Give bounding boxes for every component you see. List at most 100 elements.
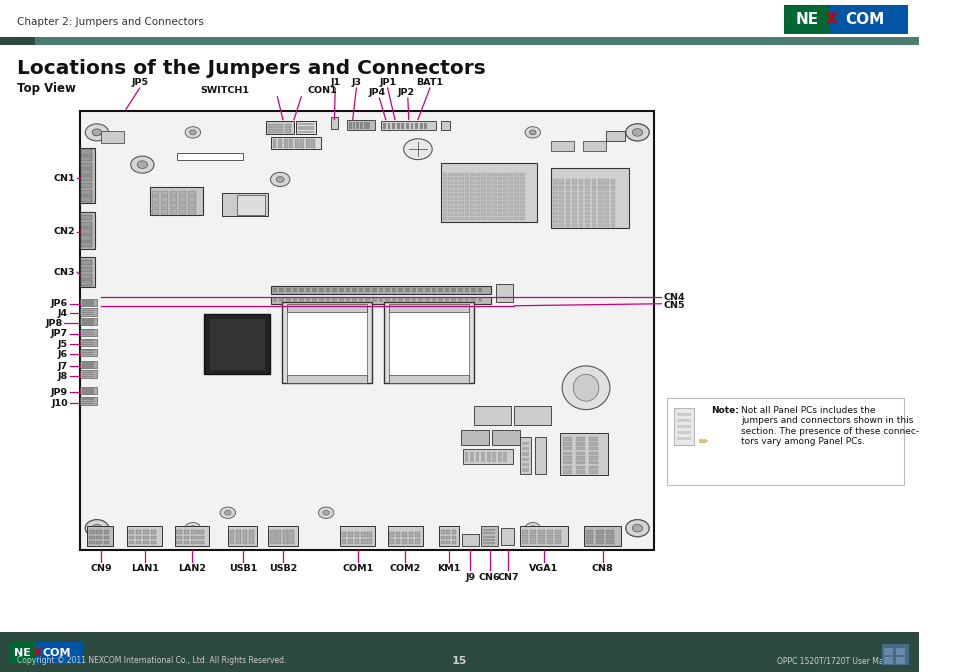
Bar [286,375,367,383]
Bar [448,181,453,184]
Bar [514,185,518,188]
Bar [415,123,417,129]
Bar [521,540,528,544]
Bar [129,541,134,544]
Bar [82,352,94,353]
Bar [584,200,589,203]
Bar [311,139,314,148]
Bar [521,452,529,456]
Bar [184,541,189,544]
Circle shape [276,177,284,182]
Bar [401,123,404,129]
Circle shape [224,510,231,515]
Bar [565,196,570,199]
Bar [519,193,524,196]
Bar [476,197,480,200]
Bar [464,201,469,204]
Bar [355,539,358,544]
Bar [492,181,497,184]
Circle shape [91,524,102,532]
Bar [276,530,281,544]
Bar [271,137,321,149]
Bar [299,298,304,302]
Bar [464,217,469,220]
Bar [584,179,589,183]
Bar [306,139,309,148]
Bar [677,431,690,434]
Bar [476,201,480,204]
Bar [464,298,469,302]
Bar [591,179,596,183]
Bar [268,129,274,133]
Bar [268,124,274,128]
Bar [572,220,577,223]
Bar [136,530,141,534]
Bar [81,242,92,247]
Text: LAN1: LAN1 [131,564,159,573]
Text: CN3: CN3 [53,267,75,277]
Bar [497,181,502,184]
Bar [470,201,475,204]
Bar [576,466,584,469]
Bar [235,530,240,544]
Bar [486,217,491,220]
Circle shape [524,127,540,138]
Bar [486,193,491,196]
Bar [503,205,507,208]
Text: CN5: CN5 [662,301,684,310]
Bar [318,288,323,292]
Text: NE: NE [795,12,818,28]
Bar [204,314,270,374]
Bar [325,298,330,302]
Bar [81,163,92,168]
Bar [521,463,529,466]
Bar [562,452,572,455]
Bar [82,330,94,331]
Bar [297,126,314,128]
Text: COM1: COM1 [342,564,374,573]
Bar [503,209,507,212]
Bar [279,298,284,302]
Bar [358,288,363,292]
Bar [558,204,563,207]
Bar [294,139,298,148]
Bar [143,536,149,539]
Bar [80,361,97,368]
Bar [519,173,524,176]
Bar [80,397,97,405]
Circle shape [318,507,334,518]
Bar [477,288,482,292]
Bar [81,274,92,279]
Bar [596,540,603,544]
Bar [584,224,589,227]
Text: J10: J10 [51,398,68,408]
Bar [464,288,469,292]
Bar [345,288,350,292]
Bar [388,307,469,380]
Bar [470,217,475,220]
Circle shape [625,124,648,141]
Bar [503,217,507,220]
Bar [555,530,560,534]
Text: USB1: USB1 [229,564,257,573]
Bar [80,387,97,394]
Bar [96,541,102,544]
Bar [392,288,396,292]
Bar [440,163,537,222]
Bar [598,187,602,191]
Text: CON1: CON1 [308,87,337,95]
Bar [481,189,485,192]
Bar [268,526,297,546]
Bar [293,288,297,292]
Bar [576,437,584,441]
Bar [295,121,315,134]
Bar [572,183,577,187]
Bar [588,452,598,455]
Bar [82,390,94,392]
Bar [470,189,475,192]
Bar [424,288,429,292]
Circle shape [92,129,101,136]
Bar [576,447,584,450]
Bar [604,212,608,215]
Bar [82,350,94,351]
